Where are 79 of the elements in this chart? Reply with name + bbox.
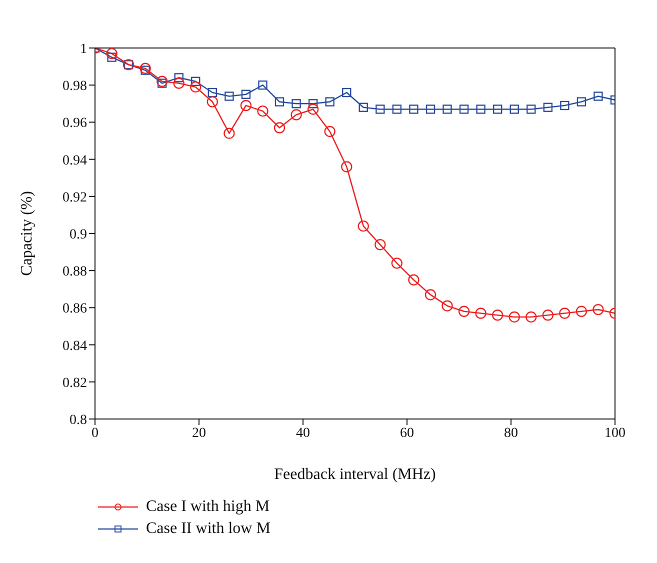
x-tick-label: 60 [400, 426, 414, 441]
point [157, 78, 167, 88]
point [290, 109, 302, 120]
x-tick-label: 40 [296, 426, 310, 441]
point [140, 62, 151, 74]
point [292, 99, 301, 108]
point [190, 81, 202, 93]
point [459, 104, 469, 114]
point [542, 310, 554, 321]
point [174, 73, 184, 82]
point [594, 92, 603, 101]
x-axis-title: Feedback interval (MHz) [274, 466, 436, 483]
point [492, 104, 502, 114]
point [508, 311, 520, 323]
point [374, 239, 386, 250]
point [257, 105, 268, 117]
point [240, 100, 252, 112]
point [426, 104, 436, 114]
point [592, 304, 604, 316]
y-tick-label: 0.84 [62, 338, 87, 354]
point [408, 274, 420, 286]
point [358, 102, 368, 112]
point [307, 104, 319, 115]
legend-label: Case I with high M [146, 498, 270, 516]
y-tick-label: 0.88 [62, 264, 87, 280]
point [475, 308, 486, 319]
point [173, 78, 184, 89]
point [206, 96, 218, 108]
y-axis-title: Capacity (%) [18, 191, 36, 276]
point [458, 306, 470, 318]
point [224, 92, 234, 101]
x-tick-label: 100 [604, 426, 626, 441]
legend-label: Case II with low M [146, 520, 270, 538]
y-tick-label: 0.9 [70, 227, 87, 242]
point [140, 66, 150, 75]
point [208, 88, 218, 98]
y-tick-label: 0.8 [70, 412, 87, 428]
point [559, 308, 570, 319]
point [107, 52, 116, 62]
y-tick-label: 0.98 [62, 79, 87, 94]
x-tick-label: 0 [92, 426, 98, 441]
point [392, 104, 402, 114]
point [224, 128, 235, 139]
y-tick-label: 0.94 [62, 153, 87, 168]
point [543, 102, 553, 112]
x-tick-label: 20 [192, 426, 206, 441]
point [442, 104, 452, 114]
point [391, 258, 403, 269]
point [358, 220, 369, 232]
y-tick-label: 0.96 [62, 116, 87, 132]
point [324, 126, 336, 138]
point [341, 161, 352, 172]
point [308, 99, 318, 108]
y-tick-label: 0.82 [62, 376, 87, 391]
point [258, 80, 268, 90]
x-tick-label: 80 [504, 426, 518, 441]
point [274, 122, 286, 134]
point [106, 48, 118, 60]
y-tick-label: 0.86 [62, 302, 87, 317]
y-tick-label: 0.92 [62, 190, 87, 206]
point [156, 76, 168, 87]
point [424, 289, 436, 300]
point [442, 300, 453, 312]
point [492, 310, 504, 321]
y-tick-label: 1 [80, 42, 87, 57]
point [576, 97, 586, 106]
point [476, 104, 486, 114]
point [241, 90, 251, 99]
point [560, 100, 570, 110]
point [325, 97, 334, 106]
point [342, 88, 352, 98]
point [376, 104, 385, 114]
point [409, 104, 418, 114]
point [526, 311, 537, 323]
point [274, 97, 284, 106]
point [191, 76, 200, 86]
point [526, 104, 536, 114]
point [510, 104, 519, 114]
point [576, 306, 588, 318]
